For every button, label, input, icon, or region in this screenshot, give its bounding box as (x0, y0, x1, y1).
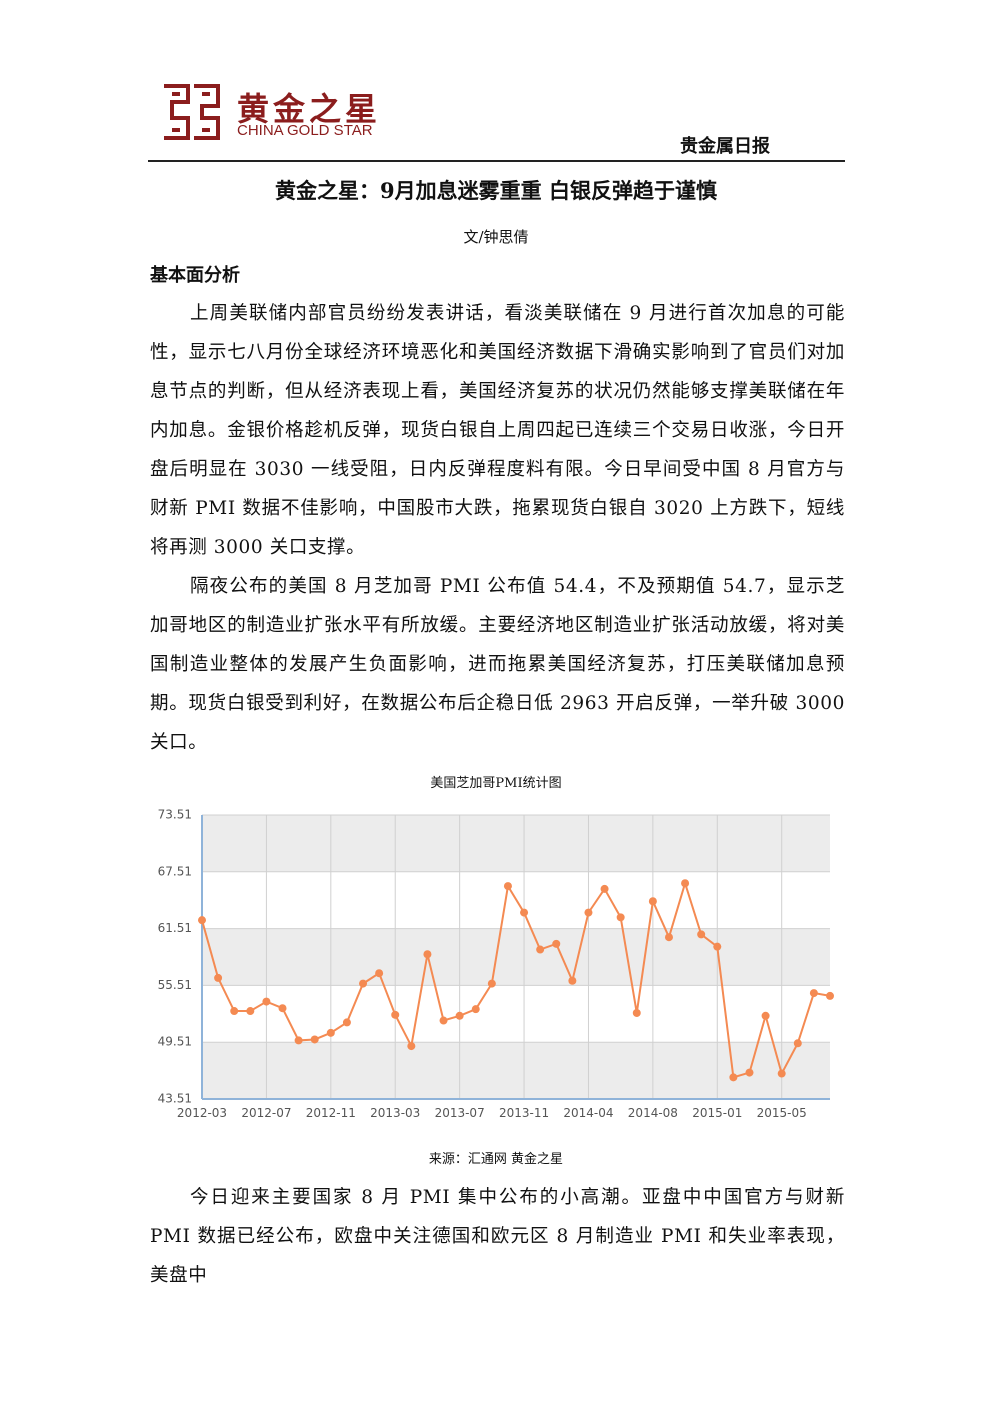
point (729, 1073, 738, 1082)
y-tick-label: 43.51 (158, 1092, 192, 1106)
point (632, 1008, 641, 1017)
point (278, 1004, 287, 1013)
point (326, 1028, 335, 1037)
point (391, 1010, 400, 1019)
y-tick-label: 73.51 (158, 808, 192, 822)
header-rule (148, 160, 845, 162)
point (342, 1018, 351, 1027)
point (198, 916, 206, 925)
point (777, 1069, 786, 1078)
x-tick-label: 2012-11 (306, 1106, 356, 1120)
point (793, 1039, 802, 1048)
point (214, 973, 223, 982)
brand-en: CHINA GOLD STAR (237, 122, 373, 139)
point (616, 913, 625, 922)
chart: 43.51 49.51 55.51 61.51 67.51 73.51 2012-03 201… (158, 808, 834, 1120)
point (809, 989, 818, 998)
x-tick-label: 2014-04 (563, 1106, 613, 1120)
y-tick-label: 49.51 (158, 1035, 192, 1049)
report-name: 贵金属日报 (680, 136, 770, 157)
point (681, 879, 690, 888)
chart-title: 美国芝加哥PMI统计图 (430, 776, 562, 791)
author: 文/钟思倩 (463, 228, 529, 246)
grid-band (202, 1042, 830, 1099)
line (201, 879, 831, 1079)
chart-source: 来源：汇通网 黄金之星 (428, 1152, 564, 1167)
point (520, 908, 529, 917)
point (713, 942, 722, 951)
x-tick-label: 2012-03 (177, 1106, 227, 1120)
point (697, 930, 706, 939)
point (826, 991, 834, 1000)
paragraph: 隔夜公布的美国 8 月芝加哥 PMI 公布值 54.4，不及预期值 54.7，显… (150, 576, 845, 753)
point (246, 1007, 255, 1016)
point (230, 1007, 239, 1016)
point (648, 897, 657, 906)
title: 黄金之星：9月加息迷雾重重 白银反弹趋于谨慎 (275, 178, 717, 203)
x-tick-label: 2015-01 (692, 1106, 742, 1120)
point (471, 1005, 480, 1014)
x-tick-label: 2013-11 (499, 1106, 549, 1120)
paragraph: 今日迎来主要国家 8 月 PMI 集中公布的小高潮。亚盘中中国官方与财新 PMI… (150, 1187, 845, 1286)
point (536, 945, 545, 954)
point (310, 1035, 319, 1044)
point (664, 933, 673, 942)
logo (164, 84, 220, 140)
x-tick-label: 2013-07 (435, 1106, 485, 1120)
grid-band (202, 928, 830, 986)
point (584, 908, 593, 917)
point (487, 979, 496, 988)
point (552, 939, 561, 948)
point (423, 950, 432, 959)
point (294, 1036, 303, 1045)
x-tick-label: 2015-05 (757, 1106, 807, 1120)
point (407, 1042, 416, 1051)
point (439, 1016, 448, 1025)
x-tick-label: 2013-03 (370, 1106, 420, 1120)
section-heading: 基本面分析 (150, 265, 240, 286)
grid-band (202, 815, 830, 872)
brand-cn: 黄金之星 (237, 90, 382, 128)
y-tick-label: 67.51 (158, 864, 192, 878)
point (503, 882, 512, 891)
point (600, 884, 609, 893)
point (568, 976, 577, 985)
x-tick-label: 2014-08 (628, 1106, 678, 1120)
point (262, 997, 271, 1006)
y-tick-label: 61.51 (158, 921, 192, 935)
x-tick-label: 2012-07 (241, 1106, 291, 1120)
point (761, 1011, 770, 1020)
paragraph: 上周美联储内部官员纷纷发表讲话，看淡美联储在 9 月进行首次加息的可能性，显示七… (150, 303, 845, 558)
point (359, 979, 368, 988)
point (745, 1068, 754, 1077)
point (455, 1011, 464, 1020)
point (375, 969, 384, 978)
y-tick-label: 55.51 (158, 978, 192, 992)
